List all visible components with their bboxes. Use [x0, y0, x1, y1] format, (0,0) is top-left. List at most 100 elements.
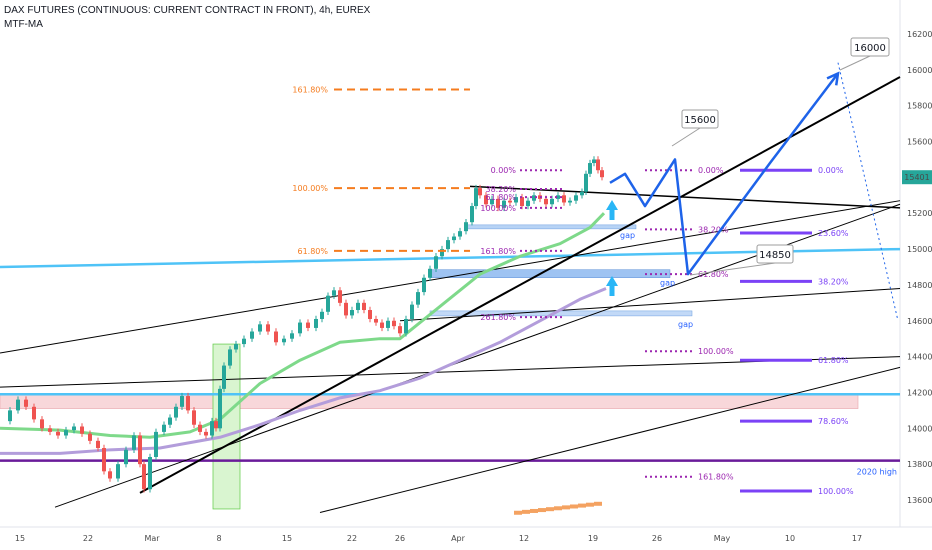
- fib-right2-label: 23.60%: [818, 229, 849, 238]
- candle-body: [584, 173, 588, 192]
- candle-body: [56, 431, 60, 436]
- fib-mid-label: 100.00%: [480, 204, 516, 213]
- callout-16000-box: [850, 37, 890, 57]
- candle-body: [326, 295, 330, 312]
- callout-14850-label: 14850: [759, 250, 791, 261]
- x-tick-label: 22: [83, 534, 93, 543]
- gap-label: gap: [678, 320, 693, 329]
- volume-step: [554, 506, 562, 511]
- candle-body: [600, 170, 604, 178]
- x-tick-label: Mar: [144, 534, 160, 543]
- fib-right1-label: 100.00%: [698, 347, 734, 356]
- candle-body: [526, 200, 530, 207]
- y-tick-label: 14000: [907, 424, 932, 433]
- candle-body: [88, 433, 92, 441]
- candle-body: [138, 435, 142, 465]
- candle-body: [234, 344, 238, 350]
- fib-right2-label: 38.20%: [818, 277, 849, 286]
- fib-right2-label: 100.00%: [818, 487, 854, 496]
- candle-body: [108, 471, 112, 479]
- candle-body: [550, 198, 554, 205]
- candle-body: [332, 290, 336, 296]
- volume-step: [546, 507, 554, 512]
- candle-body: [8, 410, 12, 422]
- candle-body: [228, 349, 232, 366]
- up-arrow-icon: [606, 200, 618, 220]
- candle-body: [490, 198, 494, 205]
- y-tick-label: 14800: [907, 281, 932, 290]
- x-tick-label: 26: [395, 534, 405, 543]
- fib-mid-label: 261.80%: [480, 313, 516, 322]
- candle-body: [116, 464, 120, 479]
- candle-body: [132, 435, 136, 450]
- candle-body: [574, 195, 578, 201]
- up-arrow-icon: [606, 276, 618, 296]
- callout-15600-pointer: [671, 127, 701, 147]
- volume-step: [586, 502, 594, 507]
- candle-body: [416, 292, 420, 305]
- candle-body: [374, 318, 378, 323]
- callout-16000-pointer: [839, 55, 871, 71]
- x-tick-label: 12: [519, 534, 529, 543]
- candle-body: [422, 277, 426, 293]
- fib-right1-label: 61.80%: [698, 270, 729, 279]
- last-price-label: 15401: [904, 173, 929, 182]
- candle-body: [344, 302, 348, 316]
- candle-body: [186, 396, 190, 411]
- candle-body: [306, 322, 310, 328]
- fib-right2-label: 61.80%: [818, 356, 849, 365]
- candle-body: [532, 195, 536, 201]
- high-2020-label: 2020 high: [857, 468, 897, 477]
- y-tick-label: 15800: [907, 102, 932, 111]
- candle-body: [174, 406, 178, 418]
- symbol-title: DAX FUTURES (CONTINUOUS: CURRENT CONTRAC…: [4, 5, 371, 16]
- candle-body: [290, 333, 294, 339]
- candle-body: [434, 256, 438, 269]
- candle-body: [180, 396, 184, 407]
- candle-body: [80, 426, 84, 434]
- indicator-name: MTF-MA: [4, 19, 43, 30]
- candle-body: [102, 448, 106, 472]
- fib-mid-label: 0.00%: [491, 166, 517, 175]
- last-price-tag: [902, 170, 932, 185]
- candle-body: [168, 417, 172, 425]
- fib-right1-label: 0.00%: [698, 166, 724, 175]
- volume-step: [522, 509, 530, 514]
- candle-body: [446, 240, 450, 250]
- candle-body: [520, 197, 524, 207]
- fib-mid-label: 38.20%: [485, 185, 516, 194]
- callout-15600-box: [681, 109, 719, 129]
- fib-right2-label: 78.60%: [818, 417, 849, 426]
- volume-step: [530, 508, 538, 513]
- candle-body: [362, 302, 366, 311]
- x-tick-label: 10: [785, 534, 795, 543]
- x-tick-label: 17: [852, 534, 862, 543]
- x-tick-label: 8: [216, 534, 221, 543]
- candle-body: [592, 159, 596, 164]
- x-tick-label: May: [714, 534, 731, 543]
- candle-body: [154, 431, 158, 457]
- x-tick-label: 22: [347, 534, 357, 543]
- candle-body: [338, 290, 342, 303]
- x-tick-label: 15: [282, 534, 292, 543]
- candle-body: [192, 410, 196, 425]
- candle-body: [210, 421, 214, 436]
- candle-body: [320, 311, 324, 319]
- candle-body: [556, 195, 560, 199]
- candle-body: [502, 200, 506, 208]
- candle-body: [484, 195, 488, 205]
- trend-line: [399, 288, 901, 322]
- candle-body: [16, 399, 20, 411]
- candle-body: [258, 324, 262, 332]
- candle-body: [544, 198, 548, 205]
- y-tick-label: 13800: [907, 460, 932, 469]
- gap-box: [465, 224, 637, 230]
- candle-body: [580, 191, 584, 196]
- x-tick-label: 19: [588, 534, 598, 543]
- candle-body: [24, 399, 28, 407]
- callout-16000-label: 16000: [854, 43, 886, 54]
- candle-body: [204, 431, 208, 436]
- candle-body: [440, 249, 444, 257]
- fib-left-label: 61.80%: [297, 247, 328, 256]
